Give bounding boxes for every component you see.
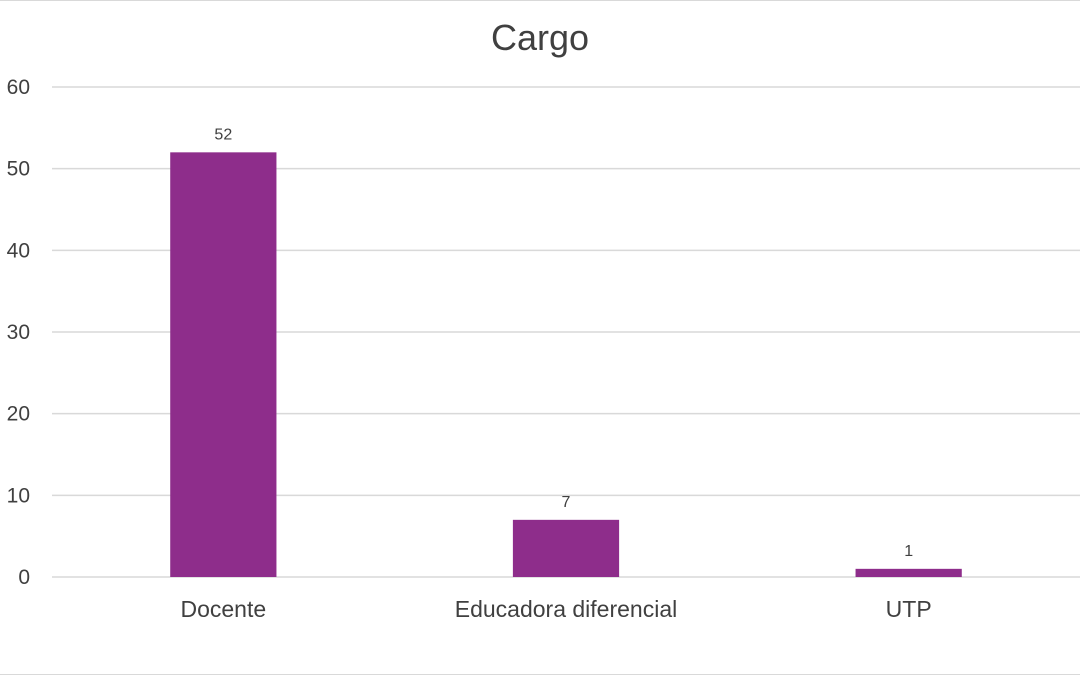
data-label: 52 <box>214 126 232 143</box>
x-category-label: UTP <box>886 596 932 622</box>
y-axis-ticks: 0 10 20 30 40 50 60 <box>7 76 30 589</box>
bar-docente <box>170 152 277 578</box>
y-tick-label: 10 <box>7 484 30 507</box>
y-tick-label: 20 <box>7 403 30 426</box>
data-labels: 52 7 1 <box>214 126 913 560</box>
bar-educadora-diferencial <box>512 519 620 577</box>
y-tick-label: 30 <box>7 321 30 344</box>
x-category-label: Docente <box>180 596 266 622</box>
bars <box>170 152 962 578</box>
y-tick-label: 60 <box>7 76 30 99</box>
data-label: 1 <box>904 543 913 560</box>
y-tick-label: 40 <box>7 239 30 262</box>
bar-utp <box>855 568 962 577</box>
data-label: 7 <box>562 494 571 511</box>
y-tick-label: 50 <box>7 158 30 181</box>
chart-title: Cargo <box>490 17 590 58</box>
x-axis-categories: Docente Educadora diferencial UTP <box>180 596 931 622</box>
x-category-label: Educadora diferencial <box>455 596 677 622</box>
y-tick-label: 0 <box>18 566 30 589</box>
